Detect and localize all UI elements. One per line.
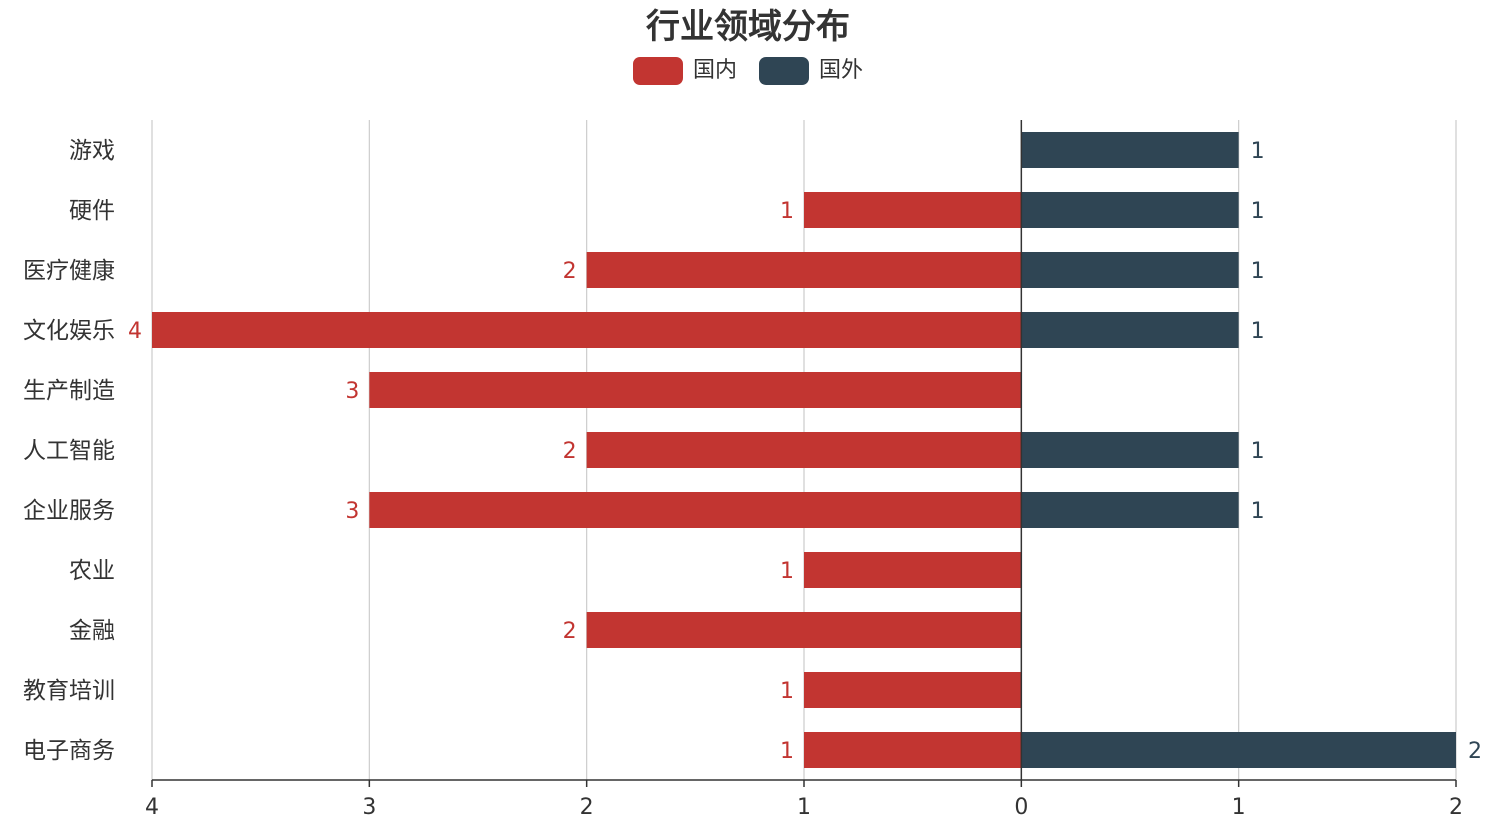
bar-domestic[interactable] xyxy=(586,252,1022,288)
bar-foreign[interactable] xyxy=(1021,132,1239,168)
data-label-foreign: 1 xyxy=(1251,199,1265,224)
bar-domestic[interactable] xyxy=(804,192,1022,228)
x-tick-label: 4 xyxy=(145,795,159,820)
category-label: 电子商务 xyxy=(23,738,115,764)
x-tick-label: 2 xyxy=(1449,795,1463,820)
data-label-domestic: 1 xyxy=(780,679,794,704)
bar-domestic[interactable] xyxy=(804,552,1022,588)
category-label: 文化娱乐 xyxy=(23,318,115,344)
legend: 国内 国外 xyxy=(0,57,1496,85)
data-label-foreign: 2 xyxy=(1468,739,1482,764)
legend-label-domestic: 国内 xyxy=(692,58,737,83)
legend-item-domestic[interactable]: 国内 xyxy=(632,57,737,85)
bar-foreign[interactable] xyxy=(1021,432,1239,468)
data-label-foreign: 1 xyxy=(1251,319,1265,344)
data-label-domestic: 3 xyxy=(345,499,359,524)
bar-foreign[interactable] xyxy=(1021,252,1239,288)
data-label-domestic: 2 xyxy=(563,619,577,644)
bar-domestic[interactable] xyxy=(369,372,1022,408)
data-label-foreign: 1 xyxy=(1251,439,1265,464)
data-label-domestic: 4 xyxy=(128,319,142,344)
x-tick-label: 1 xyxy=(1232,795,1246,820)
data-label-domestic: 2 xyxy=(563,439,577,464)
x-tick-label: 3 xyxy=(362,795,376,820)
bar-domestic[interactable] xyxy=(804,732,1022,768)
category-label: 农业 xyxy=(69,558,115,584)
legend-swatch-domestic xyxy=(632,57,683,85)
x-tick-label: 1 xyxy=(797,795,811,820)
legend-label-foreign: 国外 xyxy=(819,58,864,83)
data-label-foreign: 1 xyxy=(1251,499,1265,524)
chart-title: 行业领域分布 xyxy=(646,7,850,47)
bar-foreign[interactable] xyxy=(1021,732,1456,768)
category-label: 企业服务 xyxy=(23,498,115,524)
category-label: 人工智能 xyxy=(23,438,115,464)
data-label-domestic: 1 xyxy=(780,199,794,224)
category-label: 教育培训 xyxy=(23,678,115,704)
bar-foreign[interactable] xyxy=(1021,192,1239,228)
data-label-foreign: 1 xyxy=(1251,259,1265,284)
data-label-domestic: 2 xyxy=(563,259,577,284)
category-label: 生产制造 xyxy=(23,378,115,404)
data-label-domestic: 3 xyxy=(345,379,359,404)
bar-domestic[interactable] xyxy=(586,432,1022,468)
data-label-foreign: 1 xyxy=(1251,139,1265,164)
bar-domestic[interactable] xyxy=(804,672,1022,708)
category-label: 硬件 xyxy=(69,198,115,224)
data-label-domestic: 1 xyxy=(780,739,794,764)
x-tick-label: 2 xyxy=(580,795,594,820)
bar-foreign[interactable] xyxy=(1021,492,1239,528)
category-label: 游戏 xyxy=(69,138,115,164)
category-label: 医疗健康 xyxy=(23,258,115,284)
data-label-domestic: 1 xyxy=(780,559,794,584)
x-tick-label: 0 xyxy=(1014,795,1028,820)
legend-item-foreign[interactable]: 国外 xyxy=(759,57,863,85)
legend-swatch-foreign xyxy=(759,57,809,85)
bar-domestic[interactable] xyxy=(369,492,1022,528)
bar-domestic[interactable] xyxy=(586,612,1022,648)
category-label: 金融 xyxy=(69,618,115,644)
bar-domestic[interactable] xyxy=(152,312,1022,348)
bar-foreign[interactable] xyxy=(1021,312,1239,348)
